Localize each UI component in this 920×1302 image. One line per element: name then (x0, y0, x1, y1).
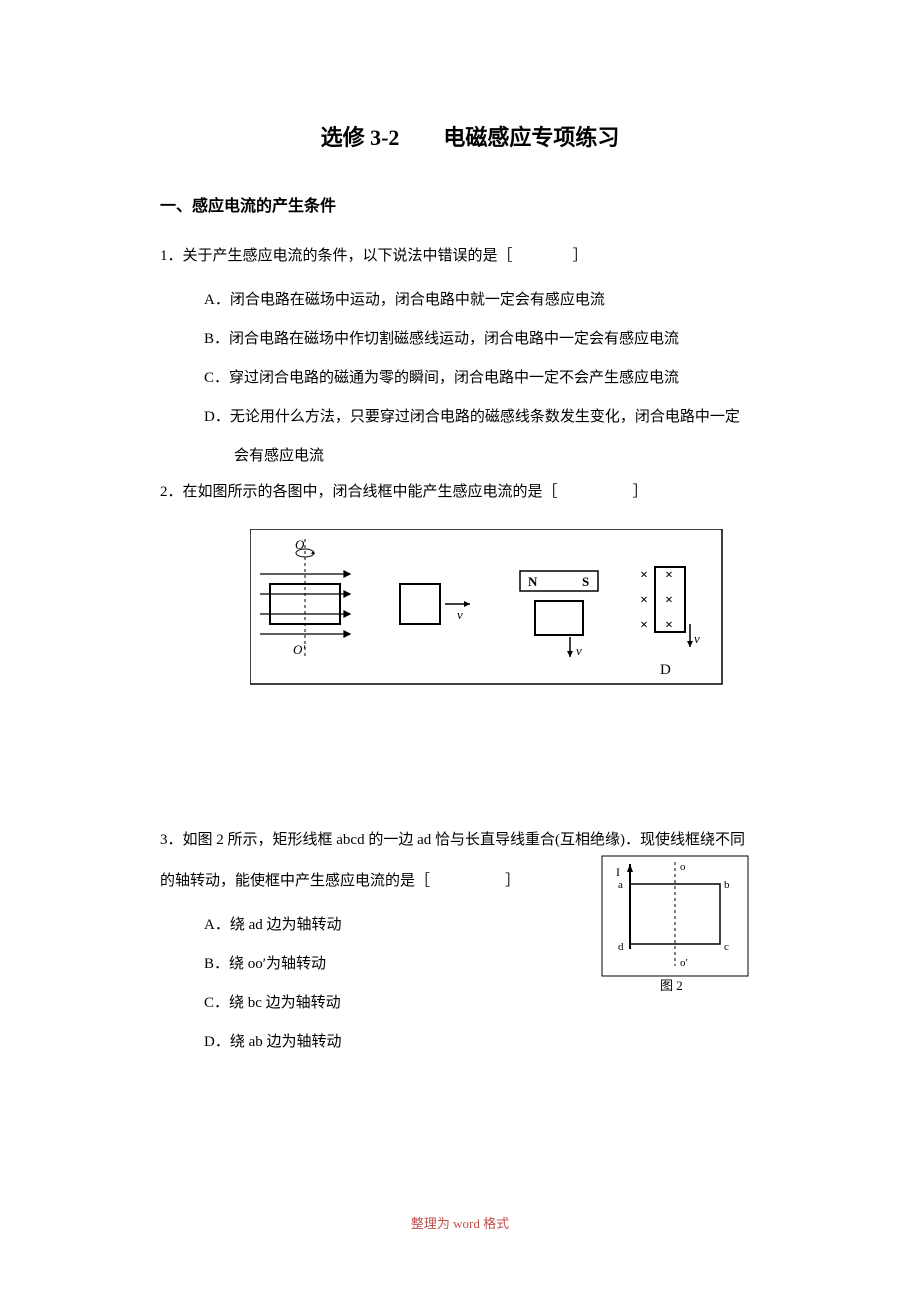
q1-option-a: A．闭合电路在磁场中运动，闭合电路中就一定会有感应电流 (160, 281, 780, 320)
q2-figure-area: O O′ v (250, 529, 780, 704)
label-a: a (618, 879, 623, 891)
label-o: o (680, 861, 686, 873)
page: 选修 3-2 电磁感应专项练习 一、感应电流的产生条件 1．关于产生感应电流的条… (0, 0, 920, 1302)
label-Oprime: O′ (293, 642, 305, 657)
label-v-d: v (694, 631, 700, 646)
page-title: 选修 3-2 电磁感应专项练习 (160, 120, 780, 152)
svg-text:×: × (640, 593, 648, 608)
fig2-caption: 图 2 (660, 978, 683, 993)
label-v-b: v (457, 607, 463, 622)
q1-option-d-cont: 会有感应电流 (160, 437, 780, 476)
section-heading: 一、感应电流的产生条件 (160, 192, 780, 216)
page-footer: 整理为 word 格式 (0, 1213, 920, 1232)
label-c: c (724, 941, 729, 953)
q1-stem: 1．关于产生感应电流的条件，以下说法中错误的是［ ］ (160, 240, 780, 273)
label-d: d (618, 941, 624, 953)
svg-text:×: × (665, 618, 673, 633)
q1-option-b: B．闭合电路在磁场中作切割磁感线运动，闭合电路中一定会有感应电流 (160, 320, 780, 359)
q3-stem-1: 3．如图 2 所示，矩形线框 abcd 的一边 ad 恰与长直导线重合(互相绝缘… (160, 824, 780, 857)
label-b: b (724, 879, 730, 891)
q2-stem: 2．在如图所示的各图中，闭合线框中能产生感应电流的是［ ］ (160, 476, 780, 509)
q2-panel-d-label: D (660, 662, 671, 678)
svg-text:×: × (665, 593, 673, 608)
label-S: S (582, 574, 589, 589)
label-v-c: v (576, 643, 582, 658)
q3-wrap: 3．如图 2 所示，矩形线框 abcd 的一边 ad 恰与长直导线重合(互相绝缘… (160, 824, 780, 1062)
q1-option-d: D．无论用什么方法，只要穿过闭合电路的磁感线条数发生变化，闭合电路中一定 (160, 398, 780, 437)
q3-option-d: D．绕 ab 边为轴转动 (160, 1023, 780, 1062)
svg-text:×: × (640, 618, 648, 633)
svg-text:×: × (665, 568, 673, 583)
label-oprime: o′ (680, 957, 688, 969)
label-N: N (528, 574, 538, 589)
svg-text:×: × (640, 568, 648, 583)
q2-figure: O O′ v (250, 529, 730, 699)
label-I: I (616, 865, 620, 879)
q1-option-c: C．穿过闭合电路的磁通为零的瞬间，闭合电路中一定不会产生感应电流 (160, 359, 780, 398)
q3-figure: I o o′ a b c d 图 2 (600, 854, 750, 999)
